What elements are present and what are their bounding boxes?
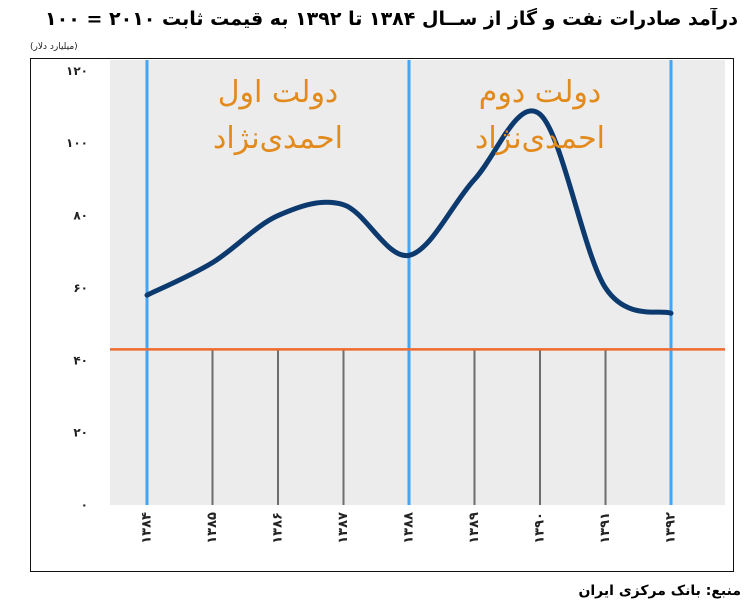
period-annotation-label: احمدی‌نژاد xyxy=(213,121,343,156)
y-tick-label: ۱۲۰ xyxy=(66,64,88,78)
y-tick-label: ۴۰ xyxy=(73,353,88,367)
y-tick-label: ۰ xyxy=(81,498,88,512)
y-tick-label: ۶۰ xyxy=(73,281,88,295)
period-annotation-label: احمدی‌نژاد xyxy=(475,121,605,156)
x-tick-label: ۱۳۹۱ xyxy=(598,512,613,544)
source-note: منبع: بانک مرکزی ایران xyxy=(578,583,741,599)
x-tick-label: ۱۳۹۲ xyxy=(664,512,679,544)
y-tick-label: ۱۰۰ xyxy=(66,136,88,150)
plot-area xyxy=(110,60,725,505)
x-tick-label: ۱۳۸۸ xyxy=(402,512,417,544)
x-tick-label: ۱۳۸۶ xyxy=(271,512,286,544)
x-tick-label: ۱۳۸۵ xyxy=(205,512,220,544)
x-tick-label: ۱۳۹۰ xyxy=(533,512,548,544)
x-tick-label: ۱۳۸۹ xyxy=(467,512,482,544)
y-tick-label: ۲۰ xyxy=(73,426,88,440)
x-tick-label: ۱۳۸۴ xyxy=(140,512,155,544)
series-line xyxy=(144,108,674,316)
x-tick-label: ۱۳۸۷ xyxy=(336,512,351,544)
period-annotation-label: دولت اول xyxy=(218,75,339,110)
y-tick-label: ۸۰ xyxy=(73,209,88,223)
y-axis-unit-label: (میلیارد دلار) xyxy=(30,42,78,52)
chart-title: درآمد صادرات نفت و گاز از ســال ۱۳۸۴ تا … xyxy=(45,8,738,30)
period-annotation-label: دولت دوم xyxy=(479,75,601,110)
